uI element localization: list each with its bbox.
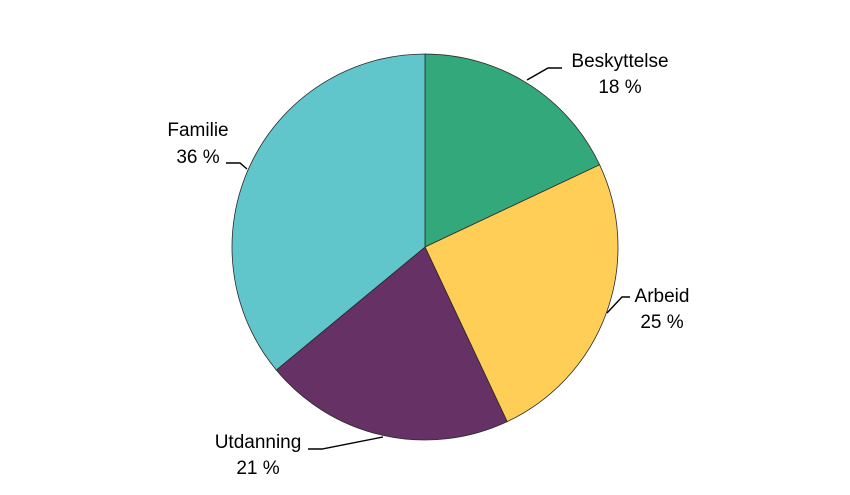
leader-line-utdanning (308, 436, 384, 450)
slice-label-utdanning: Utdanning (215, 432, 302, 453)
pie-slice-utdanning (275, 246, 508, 441)
pie-slice-beskyttelse (424, 53, 601, 248)
leader-line-beskyttelse (526, 67, 562, 81)
slice-label-beskyttelse: Beskyttelse (571, 51, 668, 72)
leader-line-familie (226, 162, 248, 170)
slice-label-arbeid: Arbeid (635, 286, 690, 307)
slice-value-label-familie: 36 % (176, 147, 219, 168)
leader-line-arbeid (606, 296, 630, 314)
pie-slice-arbeid (424, 164, 619, 423)
slice-value-label-arbeid: 25 % (640, 312, 683, 333)
pie-slice-familie (231, 53, 426, 371)
slice-value-label-utdanning: 21 % (236, 458, 279, 479)
slice-value-label-beskyttelse: 18 % (598, 77, 641, 98)
slice-label-familie: Familie (167, 120, 228, 141)
